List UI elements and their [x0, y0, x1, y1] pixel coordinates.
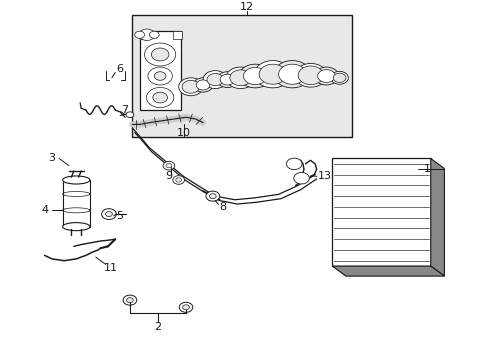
- Text: 5: 5: [117, 211, 123, 221]
- Bar: [172, 31, 181, 39]
- Text: 11: 11: [103, 263, 117, 273]
- Circle shape: [123, 295, 137, 305]
- Circle shape: [294, 63, 326, 87]
- Polygon shape: [430, 158, 444, 276]
- Circle shape: [278, 64, 305, 84]
- Circle shape: [105, 212, 112, 217]
- Circle shape: [193, 78, 212, 92]
- Circle shape: [229, 70, 251, 86]
- Text: 12: 12: [240, 2, 253, 12]
- Text: 8: 8: [219, 202, 225, 212]
- Ellipse shape: [62, 176, 90, 184]
- Circle shape: [330, 71, 347, 84]
- Circle shape: [146, 87, 173, 108]
- Circle shape: [179, 302, 192, 312]
- Circle shape: [273, 60, 310, 88]
- Text: 9: 9: [165, 171, 172, 181]
- Circle shape: [216, 72, 238, 87]
- Circle shape: [126, 298, 133, 303]
- Circle shape: [135, 31, 144, 39]
- Circle shape: [144, 43, 175, 66]
- Circle shape: [225, 67, 255, 89]
- Text: 4: 4: [41, 206, 48, 216]
- Circle shape: [317, 69, 334, 82]
- Circle shape: [298, 66, 323, 85]
- Circle shape: [102, 209, 116, 220]
- Circle shape: [139, 29, 155, 41]
- Circle shape: [148, 67, 172, 85]
- Bar: [132, 15, 351, 137]
- Circle shape: [239, 64, 271, 88]
- Circle shape: [175, 178, 181, 182]
- Circle shape: [243, 67, 266, 85]
- Circle shape: [182, 305, 189, 310]
- Text: 1: 1: [423, 164, 430, 174]
- Circle shape: [254, 60, 291, 88]
- Circle shape: [126, 112, 134, 118]
- Circle shape: [206, 73, 223, 86]
- Bar: [62, 180, 90, 227]
- Circle shape: [203, 71, 227, 89]
- Circle shape: [182, 80, 199, 93]
- Circle shape: [149, 31, 159, 39]
- Circle shape: [151, 48, 168, 61]
- Circle shape: [332, 73, 345, 82]
- Text: 6: 6: [117, 64, 123, 74]
- Circle shape: [196, 80, 209, 90]
- Circle shape: [154, 72, 165, 80]
- Circle shape: [220, 74, 234, 85]
- Bar: [140, 31, 181, 110]
- Circle shape: [293, 172, 309, 184]
- Ellipse shape: [62, 222, 90, 231]
- Circle shape: [165, 163, 171, 168]
- Circle shape: [153, 92, 167, 103]
- Text: 10: 10: [176, 129, 190, 138]
- Circle shape: [205, 191, 219, 201]
- Bar: [140, 31, 148, 39]
- Circle shape: [178, 78, 203, 96]
- Circle shape: [209, 194, 216, 199]
- Circle shape: [172, 176, 184, 184]
- Circle shape: [259, 64, 286, 84]
- Circle shape: [314, 67, 338, 85]
- Circle shape: [163, 161, 174, 170]
- Text: 13: 13: [317, 171, 331, 181]
- Polygon shape: [331, 266, 444, 276]
- Text: 7: 7: [121, 105, 128, 115]
- Text: 2: 2: [154, 322, 161, 332]
- Text: 3: 3: [48, 153, 55, 163]
- Bar: [331, 158, 430, 266]
- Circle shape: [286, 158, 302, 170]
